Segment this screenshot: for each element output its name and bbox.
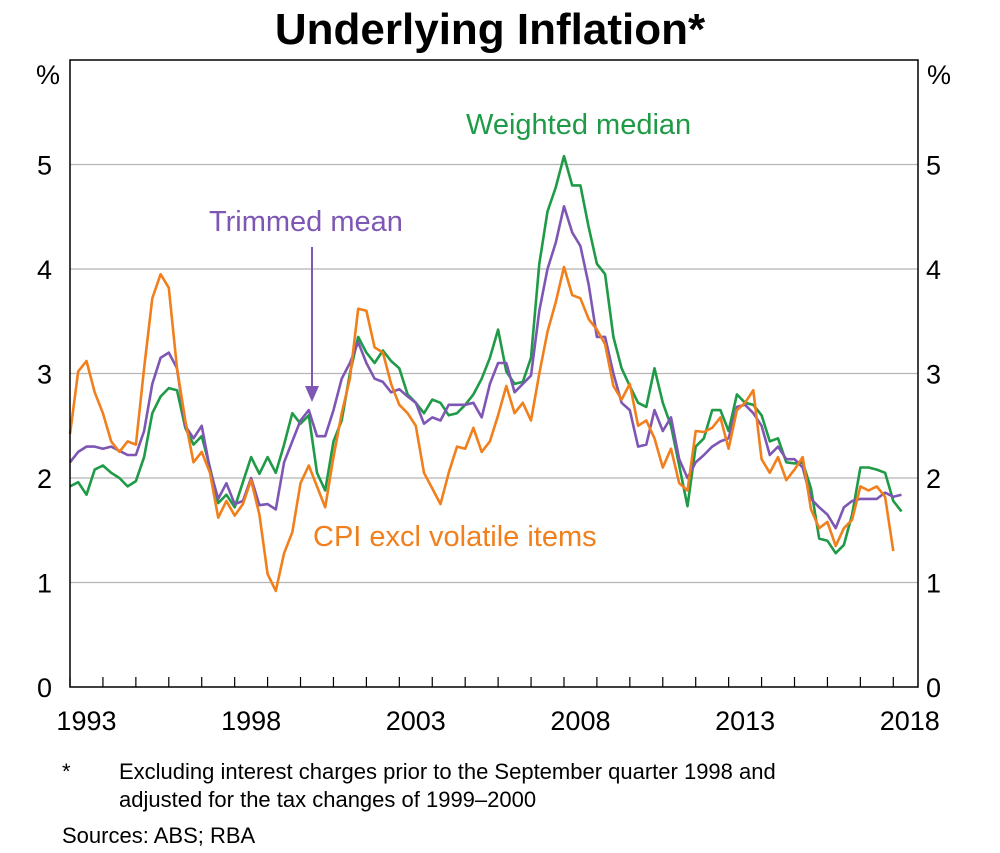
y-tick-right-0: 0: [926, 673, 941, 703]
series-line-weighted-median: [69, 154, 903, 555]
series-line-trimmed-mean: [68, 205, 902, 530]
y-tick-right-3: 3: [926, 360, 941, 390]
y-tick-right-1: 1: [926, 569, 941, 599]
sources-note: Sources: ABS; RBA: [62, 823, 256, 848]
x-tick-label-2003: 2003: [386, 706, 446, 736]
y-tick-right-5: 5: [926, 151, 941, 181]
y-tick-left-1: 1: [37, 569, 52, 599]
chart: Underlying Inflation* 1993 1998 2003 2008 20…: [36, 5, 951, 736]
x-tick-label-2013: 2013: [715, 706, 775, 736]
y-tick-left-2: 2: [37, 464, 52, 494]
plot-frame: [69, 59, 919, 688]
footnote-line-2: adjusted for the tax changes of 1999–200…: [119, 787, 537, 812]
series-line-cpi-excl-volatile-items: [68, 265, 895, 593]
x-axis-ticks: 1993 1998 2003 2008 2013 2018: [56, 677, 940, 736]
y-tick-left-4: 4: [37, 255, 52, 285]
series-lines: [68, 154, 903, 593]
x-tick-label-2008: 2008: [550, 706, 610, 736]
footnote-marker: *: [62, 759, 71, 784]
y-unit-right: %: [927, 60, 951, 90]
x-tick-label-2018: 2018: [880, 706, 940, 736]
y-tick-left-0: 0: [37, 673, 52, 703]
cpi-label: CPI excl volatile items: [313, 521, 597, 553]
chart-title: Underlying Inflation*: [275, 5, 706, 54]
y-tick-left-5: 5: [37, 151, 52, 181]
trimmed-mean-label: Trimmed mean: [209, 206, 403, 238]
y-unit-left: %: [36, 60, 60, 90]
weighted-median-label: Weighted median: [466, 109, 691, 141]
y-tick-right-2: 2: [926, 464, 941, 494]
x-tick-label-1993: 1993: [56, 706, 116, 736]
footnote-line-1: Excluding interest charges prior to the …: [119, 759, 776, 784]
trimmed-mean-arrow: [305, 247, 319, 402]
y-axis-ticks: 0 0 1 1 2 2 3 3 4 4 5 5: [37, 151, 941, 704]
y-tick-left-3: 3: [37, 360, 52, 390]
y-tick-right-4: 4: [926, 255, 941, 285]
footnote-text: Excluding interest charges prior to the …: [119, 758, 919, 814]
x-tick-label-1998: 1998: [221, 706, 281, 736]
